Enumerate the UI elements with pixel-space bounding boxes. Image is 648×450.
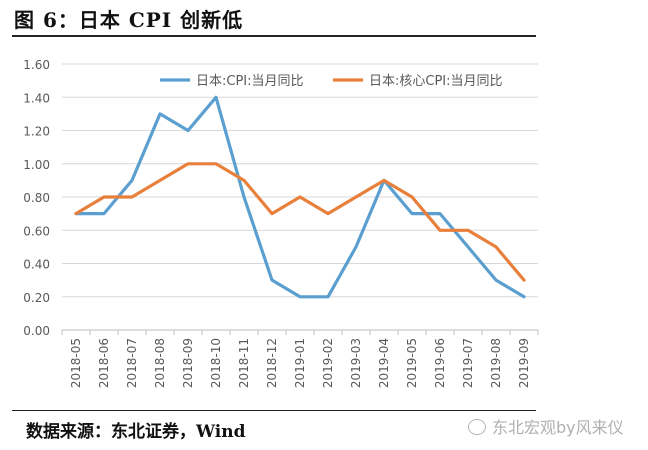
y-tick-label: 0.00 [23, 324, 50, 338]
x-tick-label: 2019-06 [433, 338, 447, 388]
x-tick-label: 2018-05 [69, 338, 83, 388]
bottom-rule [12, 410, 536, 411]
x-tick-label: 2018-08 [153, 338, 167, 388]
x-tick-label: 2019-05 [405, 338, 419, 388]
source-note: 数据来源：东北证券，Wind [26, 422, 246, 442]
watermark-text: 东北宏观by风来仪 [492, 418, 624, 437]
line-chart: 0.00 0.20 0.40 0.60 0.80 1.00 1.20 1.40 1.60 201… [23, 58, 539, 388]
x-tick-label: 2019-09 [517, 338, 531, 388]
y-tick-label: 1.40 [23, 91, 50, 105]
legend-label: 日本:核心CPI:当月同比 [369, 74, 503, 89]
x-tick-label: 2019-02 [321, 338, 335, 388]
y-tick-label: 1.20 [23, 125, 50, 139]
y-tick-label: 0.40 [23, 258, 50, 272]
y-tick-label: 1.60 [23, 58, 50, 72]
axes [61, 329, 539, 335]
x-tick-label: 2018-06 [97, 338, 111, 388]
x-tick-label: 2018-10 [209, 338, 223, 388]
y-tick-label: 0.20 [23, 291, 50, 305]
x-tick-label: 2018-07 [125, 338, 139, 388]
x-tick-label: 2018-09 [181, 338, 195, 388]
series-line-2 [74, 162, 526, 282]
x-tick-label: 2019-07 [461, 338, 475, 388]
y-tick-label: 0.60 [23, 224, 50, 238]
legend: 日本:CPI:当月同比 日本:核心CPI:当月同比 [160, 74, 503, 89]
y-tick-labels: 0.00 0.20 0.40 0.60 0.80 1.00 1.20 1.40 1.60 [23, 58, 50, 338]
watermark: 东北宏观by风来仪 [468, 414, 624, 438]
x-tick-label: 2019-03 [349, 338, 363, 388]
x-tick-label: 2018-12 [265, 338, 279, 388]
x-tick-labels: 2018-05 2018-06 2018-07 2018-08 2018-09 2018-… [69, 338, 531, 388]
series-lines [74, 95, 526, 299]
x-tick-label: 2018-11 [237, 338, 251, 388]
x-tick-label: 2019-01 [293, 338, 307, 388]
legend-label: 日本:CPI:当月同比 [196, 74, 304, 89]
top-rule [12, 35, 536, 37]
figure-title: 图 6：日本 CPI 创新低 [14, 8, 244, 32]
x-tick-label: 2019-08 [489, 338, 503, 388]
wechat-icon [468, 419, 486, 435]
series-line-1 [74, 95, 526, 299]
y-tick-label: 1.00 [23, 158, 50, 172]
x-tick-label: 2019-04 [377, 338, 391, 388]
y-tick-label: 0.80 [23, 191, 50, 205]
